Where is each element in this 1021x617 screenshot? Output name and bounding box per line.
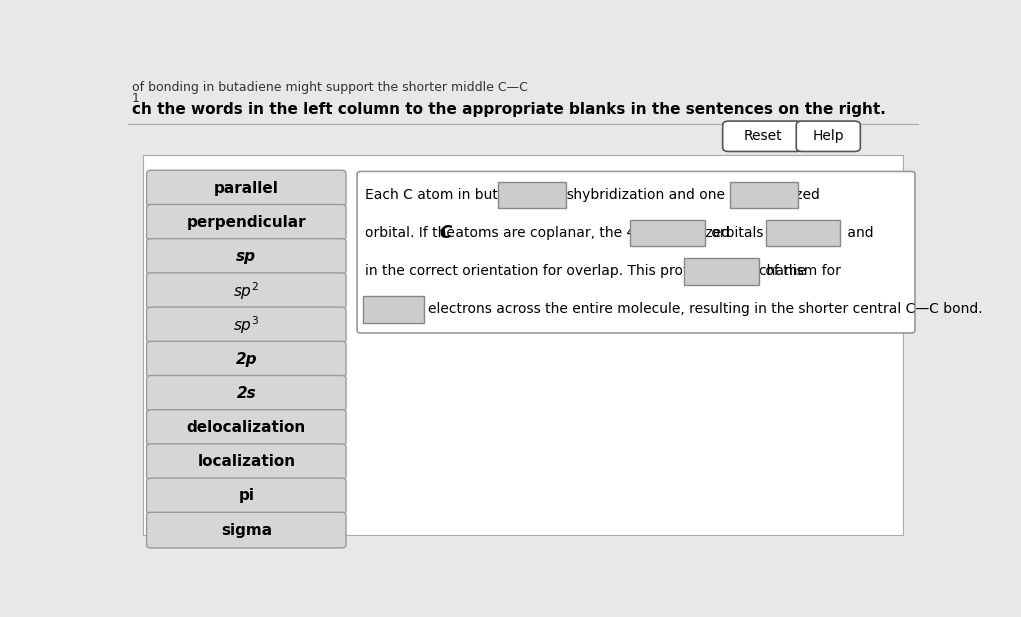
FancyBboxPatch shape — [723, 121, 803, 152]
Text: delocalization: delocalization — [187, 420, 306, 435]
Text: 2s: 2s — [237, 386, 256, 401]
FancyBboxPatch shape — [143, 155, 903, 535]
Text: 2p: 2p — [236, 352, 257, 366]
Text: localization: localization — [197, 454, 295, 469]
FancyBboxPatch shape — [147, 478, 346, 514]
Text: sigma: sigma — [221, 523, 272, 537]
Text: perpendicular: perpendicular — [187, 215, 306, 230]
FancyBboxPatch shape — [498, 182, 567, 209]
Text: electrons across the entire molecule, resulting in the shorter central C—C bond.: electrons across the entire molecule, re… — [428, 302, 983, 316]
FancyBboxPatch shape — [147, 273, 346, 308]
Text: orbital. If the: orbital. If the — [366, 226, 459, 240]
Text: atoms are coplanar, the 4 unhybridized: atoms are coplanar, the 4 unhybridized — [450, 226, 730, 240]
Text: orbitals are: orbitals are — [708, 226, 790, 240]
FancyBboxPatch shape — [357, 172, 915, 333]
FancyBboxPatch shape — [796, 121, 861, 152]
Text: 1: 1 — [132, 91, 140, 105]
Text: Each C atom in butadiene has: Each C atom in butadiene has — [366, 188, 578, 202]
Text: ch the words in the left column to the appropriate blanks in the sentences on th: ch the words in the left column to the a… — [132, 102, 885, 117]
Text: hybridization and one unhybridized: hybridization and one unhybridized — [569, 188, 820, 202]
FancyBboxPatch shape — [147, 444, 346, 479]
FancyBboxPatch shape — [766, 220, 840, 247]
FancyBboxPatch shape — [147, 239, 346, 275]
FancyBboxPatch shape — [147, 512, 346, 548]
Text: and: and — [842, 226, 873, 240]
Text: $sp^2$: $sp^2$ — [234, 280, 259, 302]
FancyBboxPatch shape — [147, 341, 346, 377]
FancyBboxPatch shape — [147, 170, 346, 206]
Text: Help: Help — [813, 130, 844, 143]
FancyBboxPatch shape — [363, 296, 424, 323]
Text: of the: of the — [761, 264, 806, 278]
FancyBboxPatch shape — [684, 258, 759, 284]
FancyBboxPatch shape — [147, 376, 346, 411]
FancyBboxPatch shape — [147, 204, 346, 240]
Text: in the correct orientation for overlap. This provides a mechanism for: in the correct orientation for overlap. … — [366, 264, 841, 278]
FancyBboxPatch shape — [630, 220, 704, 247]
Text: C: C — [439, 224, 451, 242]
FancyBboxPatch shape — [147, 307, 346, 342]
Text: parallel: parallel — [213, 181, 279, 196]
Text: Reset: Reset — [743, 130, 782, 143]
Text: sp: sp — [236, 249, 256, 264]
Text: $sp^3$: $sp^3$ — [233, 314, 259, 336]
FancyBboxPatch shape — [147, 410, 346, 445]
FancyBboxPatch shape — [730, 182, 798, 209]
Text: pi: pi — [238, 489, 254, 503]
Text: of bonding in butadiene might support the shorter middle C—C: of bonding in butadiene might support th… — [132, 81, 528, 94]
